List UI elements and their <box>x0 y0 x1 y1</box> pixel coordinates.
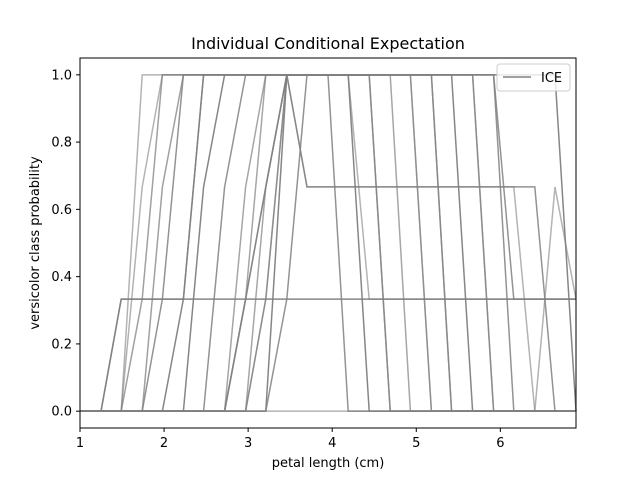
x-tick-label: 1 <box>76 436 84 451</box>
ice-line-20 <box>80 74 576 412</box>
x-tick-label: 4 <box>328 436 336 451</box>
legend-entry-ice: ICE <box>541 71 562 86</box>
y-tick-label: 0.6 <box>51 203 72 218</box>
x-tick-label: 5 <box>412 436 420 451</box>
y-axis-label: versicolor class probability <box>28 156 43 330</box>
legend: ICE <box>496 63 571 92</box>
series-layer <box>80 74 577 412</box>
chart-title: Individual Conditional Expectation <box>191 34 465 53</box>
x-axis-label: petal length (cm) <box>272 456 385 471</box>
y-tick-label: 0.8 <box>51 136 72 151</box>
y-tick-label: 0.0 <box>51 405 72 420</box>
y-tick-label: 0.4 <box>51 270 72 285</box>
x-tick-label: 2 <box>160 436 168 451</box>
x-tick-label: 3 <box>244 436 252 451</box>
legend-box <box>496 63 571 92</box>
y-tick-label: 1.0 <box>51 68 72 83</box>
x-axis: 1 2 3 4 5 6 <box>76 428 504 451</box>
y-tick-label: 0.2 <box>51 337 72 352</box>
plot-frame <box>79 57 577 429</box>
y-axis: 0.0 0.2 0.4 0.6 0.8 1.0 <box>51 68 80 420</box>
x-tick-label: 6 <box>496 436 504 451</box>
